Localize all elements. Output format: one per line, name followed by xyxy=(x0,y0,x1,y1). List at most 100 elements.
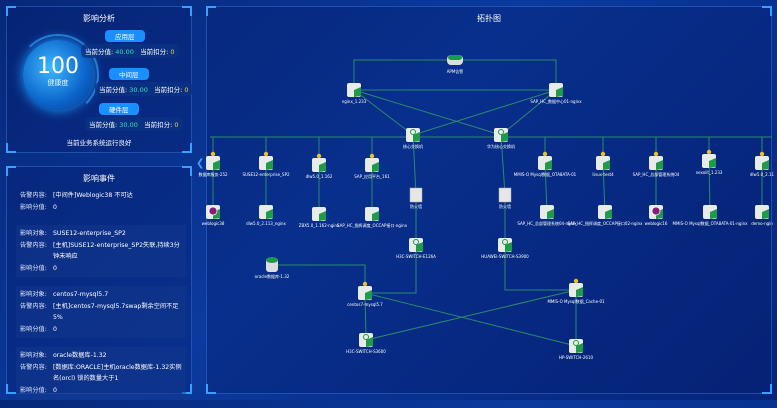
node-label: SAP_应用平台_161 xyxy=(354,173,390,179)
node-label: MMIS-O Mysql数据_OTA8ATA-01 xyxy=(514,171,577,177)
content-label: 告警内容: xyxy=(20,241,47,249)
warning-icon xyxy=(210,151,216,157)
topology-node-server[interactable]: demo-ngin xyxy=(751,205,773,226)
topology-link xyxy=(353,89,414,136)
node-label: MMIS-O Mysql数据_Cache-01 xyxy=(547,298,605,304)
topology-node-server[interactable]: MMIS-O Mysql数据_OTA8ATA-01 xyxy=(514,151,577,177)
event-item[interactable]: 影响对象: centos7-mysql5.7 告警内容: [主机]centos7-my… xyxy=(16,286,186,338)
warning-icon xyxy=(316,153,322,159)
warning-icon xyxy=(263,151,269,157)
topology-node-server[interactable]: SAP_HC_指挥调度_OCCAP接口02-nginx xyxy=(567,205,643,226)
topology-node-server[interactable]: SAP_HC_数据中心01-nginx xyxy=(530,83,582,104)
node-label: 防火墙 xyxy=(410,203,422,209)
topology-node-db[interactable]: oracle数据库-1.32 xyxy=(255,257,290,279)
node-label: weblogic16 xyxy=(645,221,668,226)
warning-icon xyxy=(542,151,548,157)
topology-node-apm[interactable]: APM告警 xyxy=(447,55,464,74)
target-row: 影响对象: SUSE12-enterprise_SP2 xyxy=(20,228,182,240)
event-item[interactable]: 告警内容: [中间件]Weblogic38 不可达 影响分值: 0 xyxy=(16,187,186,216)
node-label: 防火墙 xyxy=(499,203,511,209)
topology-link xyxy=(364,292,367,341)
topology-node-switch[interactable]: 华为核心交换机 xyxy=(487,128,515,149)
node-label: nexolit_1.233 xyxy=(696,170,723,175)
deduct-value: 0 xyxy=(170,48,175,56)
deduct-value: 0 xyxy=(184,86,189,94)
topology-node-server[interactable]: MMIS-O Mysql数据_Cache-01 xyxy=(547,278,605,304)
topology-link xyxy=(353,89,502,136)
score-value: 0 xyxy=(53,203,57,211)
content-label: 告警内容: xyxy=(20,363,47,371)
event-list[interactable]: 告警内容: [中间件]Weblogic38 不可达 影响分值: 0 影响对象: SUSE1… xyxy=(16,187,186,408)
target-row: 影响对象: oracle数据库-1.32 xyxy=(20,350,182,362)
score-value: 30.00 xyxy=(129,86,148,94)
node-label: SUSE12-enterprise_SP2 xyxy=(242,172,290,177)
score-row: 影响分值: 0 xyxy=(20,324,182,336)
topology-panel: 拓扑图 xyxy=(206,6,772,394)
layer-middle: 中间层 当前分值: 30.00 当前扣分: 0 xyxy=(95,68,193,96)
node-label: centos7-mysql5.7 xyxy=(347,302,383,307)
topology-node-server[interactable]: 数据库服务-252 xyxy=(198,151,228,177)
score-value: 0 xyxy=(53,386,57,394)
content-value: [数据库:ORACLE]主机oracle数据库-1.32实例名(orcl) 锁的… xyxy=(53,363,182,383)
content-label: 告警内容: xyxy=(20,302,47,310)
warning-icon xyxy=(573,278,579,284)
chevron-left-icon[interactable]: ❮ xyxy=(196,158,205,169)
node-label: weblogic38 xyxy=(202,221,225,226)
topology-node-switch[interactable]: HP-SWITCH-2610 xyxy=(559,339,594,360)
topology-node-server[interactable]: linux-test4 xyxy=(592,151,614,177)
topology-link xyxy=(272,264,366,293)
warning-icon xyxy=(362,281,368,287)
score-value: 30.00 xyxy=(119,121,138,129)
score-value: 0 xyxy=(53,325,57,333)
impact-events-panel: 影响事件 告警内容: [中间件]Weblogic38 不可达 影响分值: 0 影响对象:… xyxy=(6,166,192,399)
topology-node-server[interactable]: weblogic16 xyxy=(645,205,668,226)
deduct-label: 当前扣分: xyxy=(144,121,173,129)
topology-node-switch[interactable]: H3C-SWITCH-S3600 xyxy=(346,333,386,354)
score-label: 当前分值: xyxy=(99,86,128,94)
topology-node-server[interactable]: MMIS-O Mysql数据_OTA8ATA-01-nginx xyxy=(673,205,749,226)
topology-node-switch[interactable]: 核心交换机 xyxy=(403,128,423,149)
topology-node-server[interactable]: weblogic38 xyxy=(202,205,225,226)
topology-node-firewall[interactable]: 防火墙 xyxy=(498,187,512,209)
layer-hardware: 硬件层 当前分值: 30.00 当前扣分: 0 xyxy=(85,103,183,131)
topology-node-firewall[interactable]: 防火墙 xyxy=(409,187,423,209)
warning-icon xyxy=(759,151,765,157)
topology-node-switch[interactable]: H3C-SWITCH-E126A xyxy=(396,238,436,259)
event-item[interactable]: 影响对象: SUSE12-enterprise_SP2 告警内容: [主机]SUSE1… xyxy=(16,225,186,277)
topology-link xyxy=(544,162,548,213)
event-item[interactable]: 影响对象: oracle数据库-1.32 告警内容: [数据库:ORACLE]主机or… xyxy=(16,347,186,399)
topology-node-server[interactable]: dlw5.0_2.11 xyxy=(750,151,775,177)
topology-node-server[interactable]: ZBX5.0_1.162-nginx xyxy=(299,207,340,228)
warning-icon xyxy=(600,151,606,157)
topology-node-server[interactable]: SAP_HC_总部管理系统04-nginx xyxy=(517,205,577,226)
score-label: 当前分值: xyxy=(89,121,118,129)
topology-node-server[interactable]: SAP_HC_总部管理系统04 xyxy=(633,151,680,177)
topology-node-switch[interactable]: HUAWEI-SWITCH-S3900 xyxy=(481,238,529,259)
content-row: 告警内容: [数据库:ORACLE]主机oracle数据库-1.32实例名(orc… xyxy=(20,362,182,385)
error-icon xyxy=(208,206,218,216)
content-row: 告警内容: [主机]SUSE12-enterprise_SP2失联,持续3分钟未响… xyxy=(20,240,182,263)
node-label: oracle数据库-1.32 xyxy=(255,273,290,279)
topology-node-server[interactable]: nginx_1.233 xyxy=(342,83,367,104)
topology-node-server[interactable]: dlw5.0_1.162 xyxy=(306,153,333,179)
deduct-label: 当前扣分: xyxy=(140,48,169,56)
topology-node-server[interactable]: centos7-mysql5.7 xyxy=(347,281,383,307)
layer-name: 硬件层 xyxy=(99,103,139,115)
topology-node-server[interactable]: SAP_应用平台_161 xyxy=(354,153,390,179)
topology-node-server[interactable]: SAP_HC_指挥调度_OCCAP接口-nginx xyxy=(337,207,408,228)
node-label: ZBX5.0_1.162-nginx xyxy=(299,223,340,228)
layer-name: 应用层 xyxy=(105,30,145,42)
topology-node-server[interactable]: SUSE12-enterprise_SP2 xyxy=(242,151,290,177)
node-label: SAP_HC_数据中心01-nginx xyxy=(530,98,582,104)
score-row: 影响分值: 0 xyxy=(20,202,182,214)
target-label: 影响对象: xyxy=(20,352,47,359)
topology-link xyxy=(504,245,576,291)
topology-node-server[interactable]: nexolit_1.233 xyxy=(696,149,723,175)
topology-node-server[interactable]: dlw5.0_2.113_nginx xyxy=(246,205,287,226)
topology-link xyxy=(708,160,711,213)
score-label: 影响分值: xyxy=(20,386,47,394)
target-value: oracle数据库-1.32 xyxy=(53,352,107,359)
content-value: [主机]centos7-mysql5.7swap剩余空间不足5% xyxy=(53,302,179,322)
target-label: 影响对象: xyxy=(20,291,47,298)
